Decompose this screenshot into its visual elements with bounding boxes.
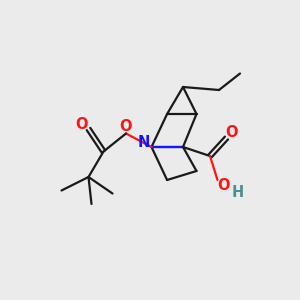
Text: O: O bbox=[120, 119, 132, 134]
Text: O: O bbox=[217, 178, 230, 193]
Text: O: O bbox=[225, 125, 237, 140]
Text: O: O bbox=[75, 117, 87, 132]
Text: H: H bbox=[232, 185, 244, 200]
Text: N: N bbox=[138, 135, 150, 150]
